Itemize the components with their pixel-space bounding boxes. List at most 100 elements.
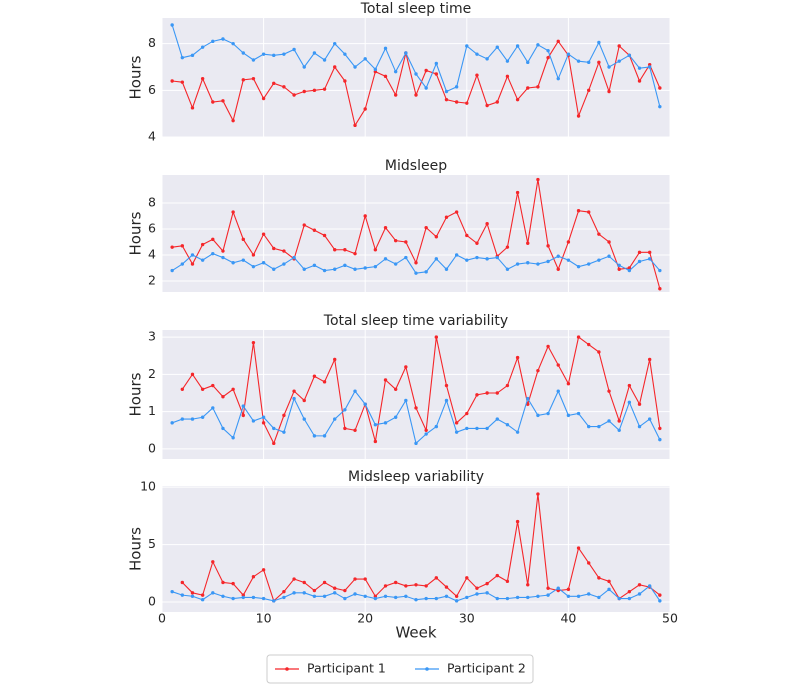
point [597, 595, 601, 600]
point [505, 245, 510, 249]
point [302, 267, 306, 271]
point [261, 415, 266, 419]
point [363, 214, 367, 218]
point [627, 589, 632, 594]
point [637, 402, 642, 406]
point [312, 594, 317, 598]
point [475, 426, 479, 431]
x-tick-label: 30 [459, 611, 475, 626]
point [526, 60, 530, 65]
point [647, 62, 652, 67]
point [414, 93, 418, 97]
point [607, 65, 611, 69]
point [211, 383, 215, 388]
point [404, 255, 408, 260]
point [607, 89, 611, 94]
legend-label: Participant 1 [307, 661, 386, 676]
point [322, 434, 327, 438]
point [444, 398, 449, 403]
point [404, 365, 408, 369]
y-tick-label: 0 [148, 594, 156, 609]
point [373, 67, 378, 72]
point [261, 568, 266, 572]
point [556, 76, 560, 81]
point [190, 372, 195, 377]
point [343, 426, 347, 431]
point [404, 51, 408, 55]
point [495, 391, 499, 395]
point [190, 591, 195, 595]
point [414, 598, 418, 602]
x-axis-label: Week [395, 624, 436, 642]
point [272, 81, 276, 86]
point [383, 378, 388, 382]
point [404, 584, 408, 588]
point [393, 595, 398, 600]
chart-title: Total sleep time [360, 1, 472, 17]
point [637, 424, 642, 429]
point [637, 592, 642, 596]
point [658, 437, 662, 442]
point [566, 381, 571, 386]
point [424, 68, 428, 73]
point [505, 579, 510, 584]
point [566, 258, 571, 262]
point [200, 76, 205, 81]
point [282, 413, 286, 418]
chart-title: Midsleep [385, 158, 447, 174]
y-tick-label: 2 [148, 272, 156, 287]
point [282, 589, 286, 594]
point [322, 268, 327, 273]
point [526, 583, 530, 587]
point [292, 93, 296, 97]
point [485, 103, 489, 108]
point [292, 577, 296, 581]
point [200, 242, 205, 247]
point [383, 257, 388, 261]
y-tick-label: 4 [148, 129, 156, 144]
point [597, 350, 601, 354]
point [495, 45, 499, 49]
point [180, 417, 185, 421]
point [546, 48, 550, 53]
point [587, 88, 591, 93]
point [556, 389, 560, 393]
point [454, 430, 459, 434]
point [282, 52, 286, 56]
y-tick-label: 2 [148, 366, 156, 381]
point [587, 262, 591, 266]
point [597, 258, 601, 262]
point [647, 357, 652, 362]
point [353, 592, 357, 596]
point [251, 595, 256, 600]
point [261, 52, 266, 56]
point [658, 426, 662, 431]
point [475, 52, 479, 56]
point [434, 257, 439, 261]
point [414, 583, 418, 587]
point [515, 519, 520, 524]
plot-area [162, 18, 670, 137]
point [353, 267, 357, 271]
point [647, 250, 652, 255]
point [241, 258, 245, 262]
point [200, 593, 205, 597]
point [515, 190, 520, 195]
point [241, 78, 245, 82]
point [546, 593, 550, 597]
point [495, 255, 499, 260]
point [495, 100, 499, 104]
point [424, 428, 428, 432]
point [333, 65, 337, 69]
point [261, 421, 266, 425]
point [627, 53, 632, 58]
point [231, 261, 235, 265]
point [373, 69, 378, 74]
point [556, 586, 560, 590]
point [363, 57, 367, 61]
point [617, 596, 621, 601]
plot-area [162, 486, 670, 612]
point [475, 241, 479, 245]
point [231, 41, 235, 46]
point [251, 264, 256, 269]
